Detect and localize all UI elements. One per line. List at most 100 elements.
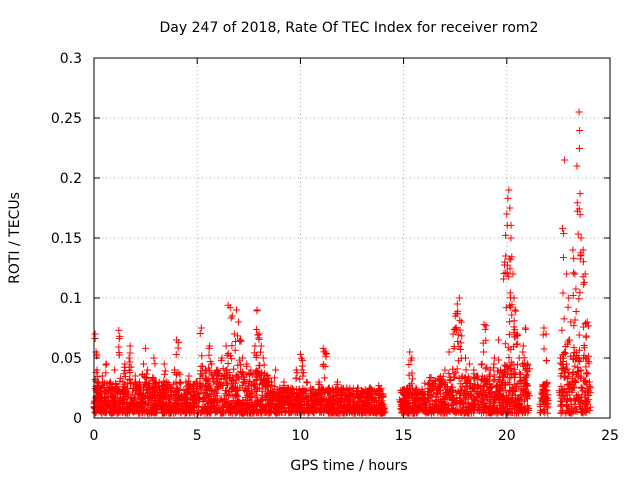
data-point bbox=[567, 318, 575, 326]
data-point bbox=[296, 375, 304, 383]
data-point bbox=[585, 387, 593, 395]
data-point bbox=[371, 388, 379, 396]
data-point bbox=[253, 307, 261, 315]
data-point bbox=[566, 336, 574, 344]
data-point bbox=[109, 394, 117, 402]
data-point bbox=[504, 194, 512, 202]
data-point bbox=[572, 406, 580, 414]
data-point bbox=[288, 392, 296, 400]
x-tick-label: 10 bbox=[291, 428, 309, 444]
data-point bbox=[257, 342, 265, 350]
data-point bbox=[259, 402, 267, 410]
data-point bbox=[359, 400, 367, 408]
data-point bbox=[525, 405, 533, 413]
data-point bbox=[586, 407, 594, 415]
data-point bbox=[409, 375, 417, 383]
data-point bbox=[161, 367, 169, 375]
data-point bbox=[575, 295, 583, 303]
data-point bbox=[284, 399, 292, 407]
data-point bbox=[520, 405, 528, 413]
data-point bbox=[559, 354, 567, 362]
data-point bbox=[478, 360, 486, 368]
data-point bbox=[477, 361, 485, 369]
data-point bbox=[271, 374, 279, 382]
y-tick-label: 0.15 bbox=[51, 231, 82, 247]
data-point bbox=[486, 409, 494, 417]
data-point bbox=[577, 252, 585, 260]
data-point bbox=[486, 390, 494, 398]
data-point bbox=[481, 394, 489, 402]
data-point bbox=[507, 221, 515, 229]
data-point bbox=[222, 387, 230, 395]
data-point bbox=[507, 255, 515, 263]
data-point bbox=[502, 252, 510, 260]
data-point bbox=[507, 358, 515, 366]
data-point bbox=[228, 355, 236, 363]
data-point bbox=[205, 344, 213, 352]
data-point bbox=[556, 397, 564, 405]
data-point bbox=[514, 331, 522, 339]
data-point bbox=[217, 395, 225, 403]
data-point bbox=[565, 369, 573, 377]
data-point bbox=[378, 392, 386, 400]
data-point bbox=[358, 388, 366, 396]
data-point bbox=[344, 400, 352, 408]
data-point bbox=[297, 399, 305, 407]
data-point bbox=[205, 384, 213, 392]
data-point bbox=[568, 374, 576, 382]
data-point bbox=[482, 336, 490, 344]
data-point bbox=[102, 387, 110, 395]
data-point bbox=[523, 360, 531, 368]
data-point bbox=[306, 392, 314, 400]
data-point bbox=[255, 334, 263, 342]
data-point bbox=[167, 400, 175, 408]
data-point bbox=[242, 399, 250, 407]
y-tick-label: 0.05 bbox=[51, 351, 82, 367]
data-point bbox=[126, 398, 134, 406]
data-point bbox=[514, 340, 522, 348]
data-point bbox=[319, 344, 327, 352]
data-point bbox=[167, 391, 175, 399]
data-point bbox=[574, 393, 582, 401]
data-point bbox=[567, 352, 575, 360]
data-point bbox=[353, 390, 361, 398]
data-point bbox=[293, 408, 301, 416]
data-point bbox=[407, 385, 415, 393]
data-point bbox=[505, 407, 513, 415]
data-point bbox=[473, 389, 481, 397]
data-point bbox=[512, 371, 520, 379]
data-point bbox=[577, 366, 585, 374]
data-point bbox=[151, 393, 159, 401]
data-point bbox=[574, 230, 582, 238]
data-point bbox=[122, 400, 130, 408]
data-point bbox=[266, 387, 274, 395]
data-point bbox=[256, 348, 264, 356]
data-point bbox=[182, 396, 190, 404]
data-point bbox=[420, 396, 428, 404]
data-point bbox=[450, 345, 458, 353]
data-point bbox=[225, 399, 233, 407]
data-point bbox=[321, 362, 329, 370]
data-point bbox=[435, 374, 443, 382]
data-point bbox=[362, 390, 370, 398]
data-point bbox=[251, 385, 259, 393]
data-point bbox=[121, 360, 129, 368]
data-point bbox=[477, 376, 485, 384]
data-point bbox=[509, 270, 517, 278]
data-point bbox=[505, 273, 513, 281]
data-point bbox=[481, 377, 489, 385]
data-point bbox=[431, 377, 439, 385]
data-point bbox=[453, 300, 461, 308]
data-point bbox=[492, 395, 500, 403]
data-point bbox=[115, 397, 123, 405]
data-point bbox=[367, 384, 375, 392]
data-point bbox=[143, 407, 151, 415]
data-point bbox=[285, 408, 293, 416]
data-point bbox=[175, 386, 183, 394]
data-point bbox=[405, 361, 413, 369]
data-point bbox=[318, 388, 326, 396]
data-point bbox=[246, 377, 254, 385]
data-point bbox=[497, 385, 505, 393]
data-point bbox=[564, 303, 572, 311]
data-point bbox=[583, 369, 591, 377]
